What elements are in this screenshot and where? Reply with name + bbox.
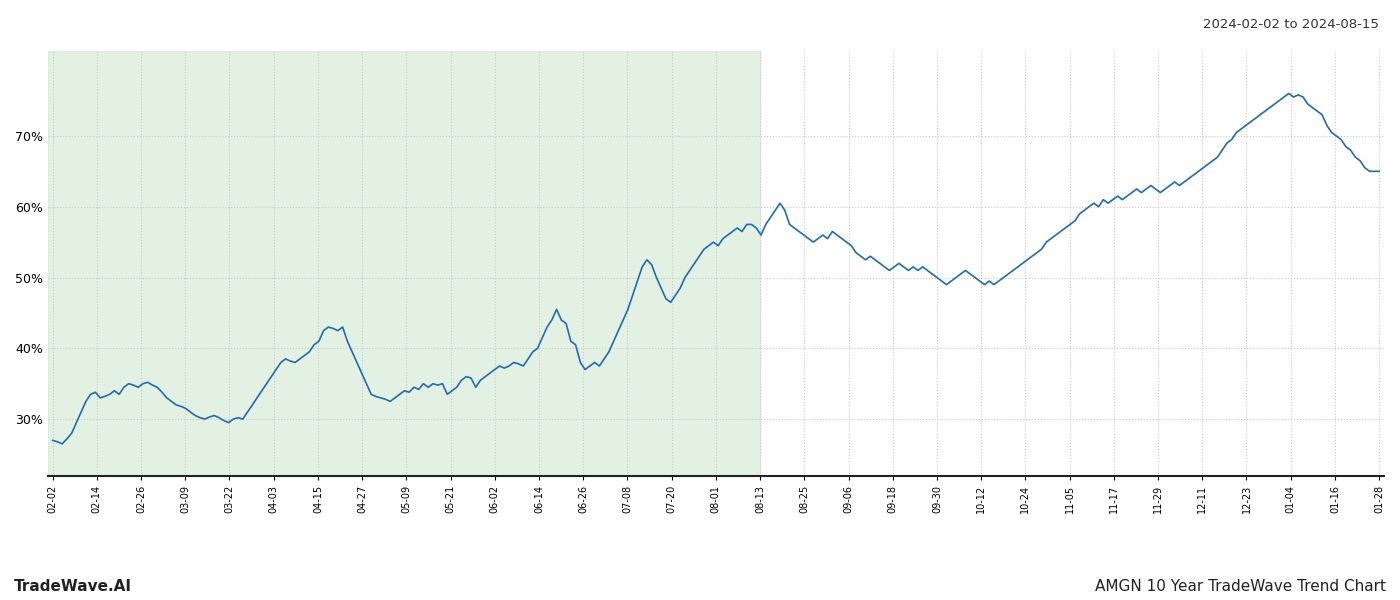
Text: TradeWave.AI: TradeWave.AI — [14, 579, 132, 594]
Text: 2024-02-02 to 2024-08-15: 2024-02-02 to 2024-08-15 — [1203, 18, 1379, 31]
Bar — [48, 51, 760, 476]
Text: AMGN 10 Year TradeWave Trend Chart: AMGN 10 Year TradeWave Trend Chart — [1095, 579, 1386, 594]
